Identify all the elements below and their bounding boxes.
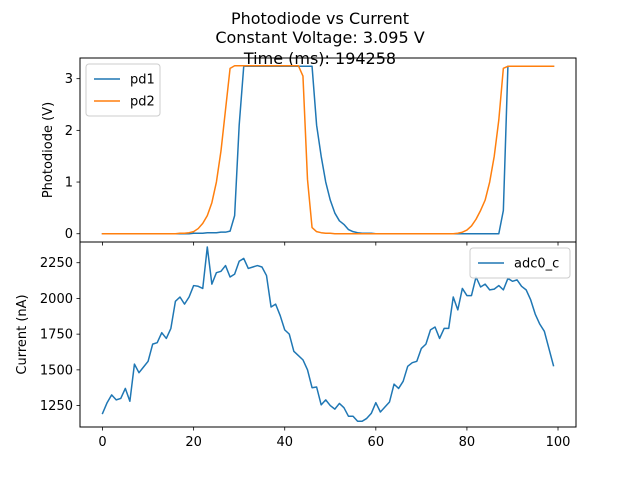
- y-tick-label: 2250: [40, 256, 73, 271]
- legend-label-pd1: pd1: [130, 73, 155, 88]
- legend-frame: [469, 247, 571, 279]
- y-tick-label: 1500: [40, 363, 73, 378]
- chart-title-line-2: Constant Voltage: 3.095 V: [215, 28, 424, 47]
- chart-title-line-1: Photodiode vs Current: [231, 9, 409, 28]
- photodiode-y-axis-label: Photodiode (V): [41, 102, 56, 198]
- current-panel: 1250 1500 1750 2000 2250 0 20 40 60 80 100 Current…: [15, 241, 577, 450]
- series-line-adc0_c: [101, 246, 555, 423]
- current-ticks: 1250 1500 1750 2000 2250 0 20 40 60 80 100: [40, 256, 571, 450]
- legend-label-pd2: pd2: [130, 95, 155, 110]
- photodiode-lines: [101, 65, 555, 235]
- y-tick-label: 1750: [40, 328, 73, 343]
- current-lines: [101, 246, 555, 423]
- y-tick-label: 2: [65, 124, 73, 139]
- legend-frame: [85, 63, 161, 117]
- series-line-pd2: [101, 65, 555, 235]
- y-tick-label: 1250: [40, 399, 73, 414]
- x-tick-label: 100: [546, 435, 571, 450]
- x-tick-label: 20: [185, 435, 202, 450]
- y-tick-label: 1: [65, 176, 73, 191]
- y-tick-label: 3: [65, 72, 73, 87]
- y-tick-label: 2000: [40, 292, 73, 307]
- photodiode-ticks: 0 1 2 3: [65, 72, 559, 246]
- legend-label-adc0_c: adc0_c: [514, 257, 559, 272]
- y-tick-label: 0: [65, 227, 73, 242]
- x-tick-label: 40: [276, 435, 293, 450]
- current-legend: adc0_c: [469, 247, 571, 279]
- current-axes-frame: [79, 241, 577, 428]
- x-tick-label: 80: [459, 435, 476, 450]
- x-tick-label: 0: [98, 435, 106, 450]
- x-tick-label: 60: [368, 435, 385, 450]
- current-y-axis-label: Current (nA): [15, 294, 30, 374]
